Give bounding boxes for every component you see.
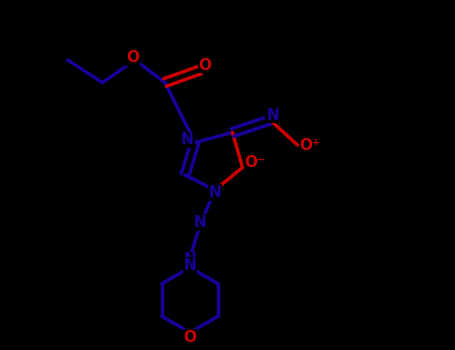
Text: O: O: [183, 330, 197, 345]
Text: N: N: [266, 107, 279, 122]
Text: O: O: [126, 50, 139, 65]
Text: N: N: [209, 185, 222, 200]
Text: N: N: [181, 133, 194, 147]
Text: N: N: [184, 258, 197, 273]
Text: O⁺: O⁺: [299, 138, 320, 153]
Text: O: O: [198, 57, 212, 72]
Text: N: N: [194, 215, 207, 230]
Text: N: N: [184, 252, 197, 267]
Text: O⁻: O⁻: [244, 155, 266, 170]
